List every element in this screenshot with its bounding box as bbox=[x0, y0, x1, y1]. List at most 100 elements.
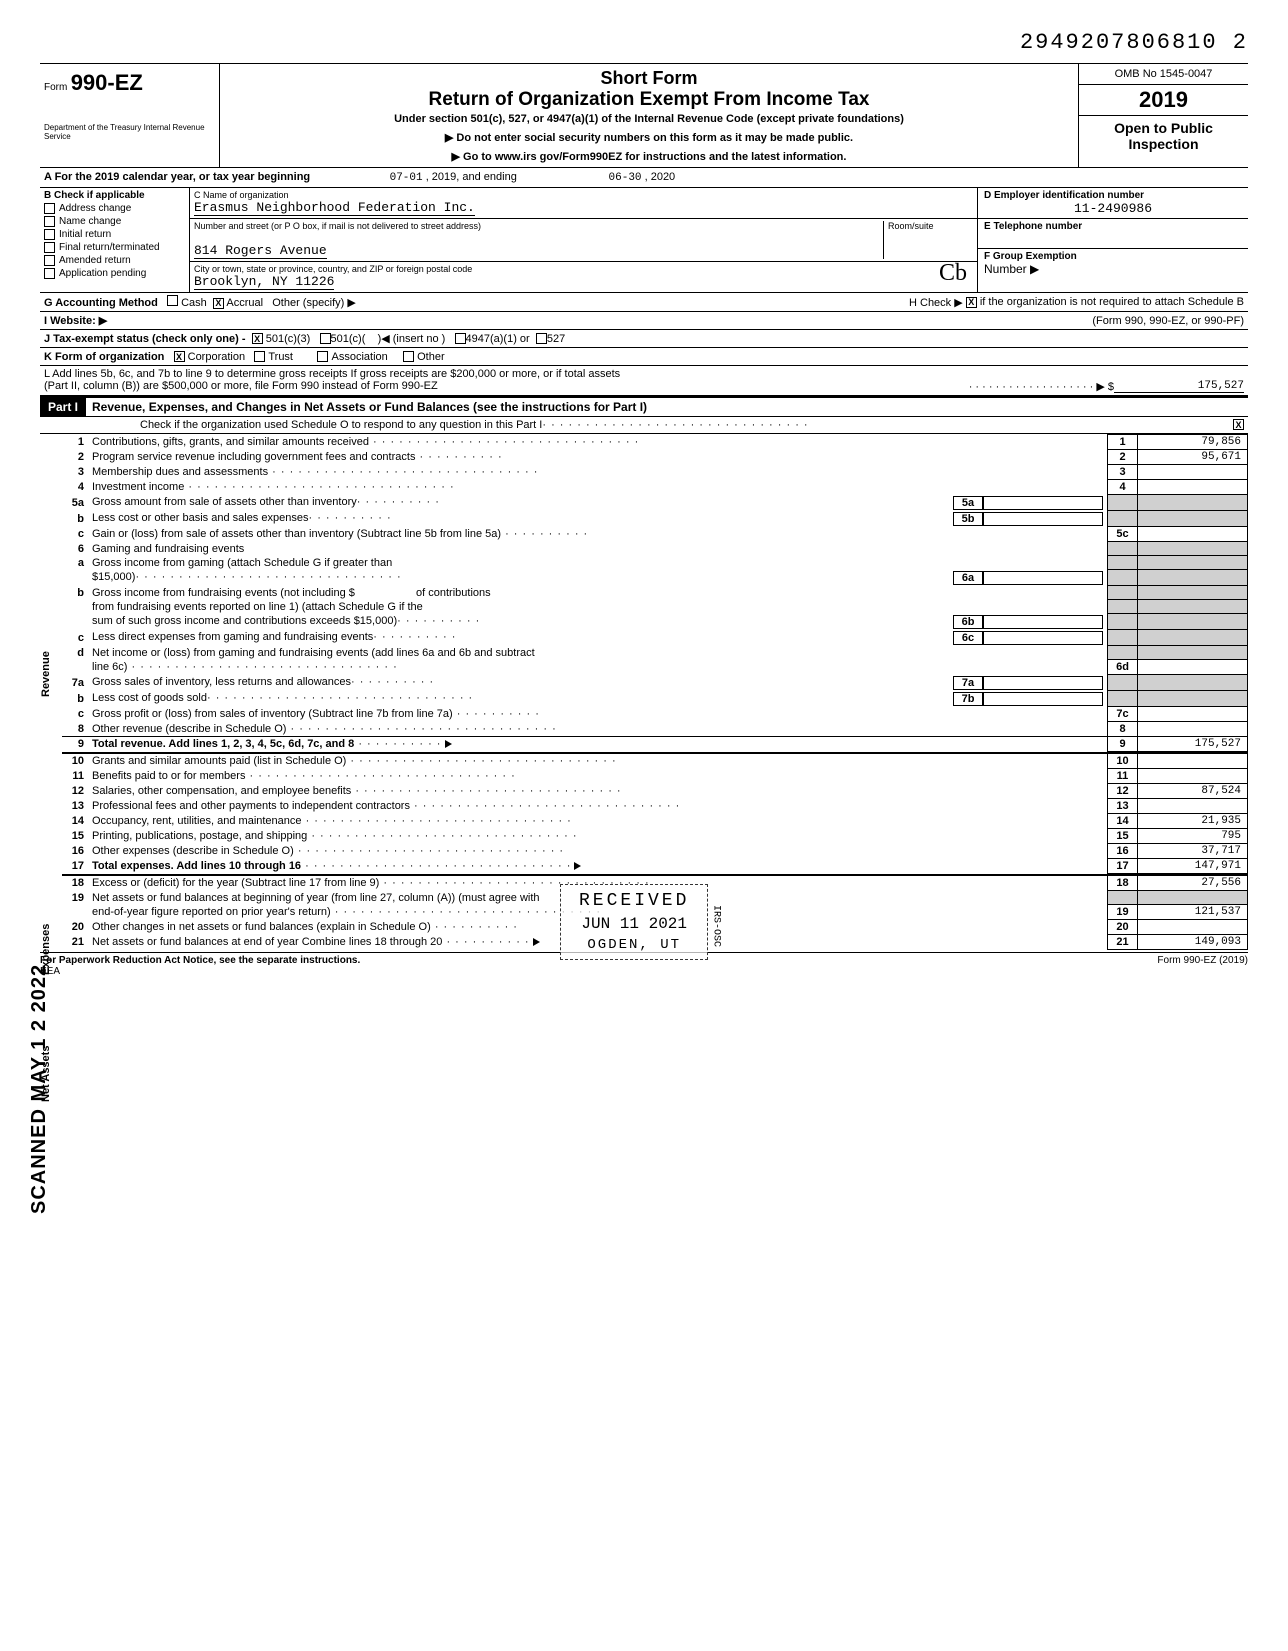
l17-box: 17 bbox=[1108, 859, 1138, 874]
l8-desc: Other revenue (describe in Schedule O) bbox=[92, 723, 286, 735]
open-inspection: Open to Public Inspection bbox=[1079, 116, 1248, 156]
instruction-1: ▶ Do not enter social security numbers o… bbox=[228, 131, 1070, 144]
section-c: C Name of organization Erasmus Neighborh… bbox=[190, 188, 978, 292]
org-info-block: B Check if applicable Address change Nam… bbox=[40, 188, 1248, 293]
l9-desc: Total revenue. Add lines 1, 2, 3, 4, 5c,… bbox=[92, 738, 354, 750]
l21-desc: Net assets or fund balances at end of ye… bbox=[92, 936, 442, 948]
part-1-header: Part I Revenue, Expenses, and Changes in… bbox=[40, 396, 1248, 417]
l12-val: 87,524 bbox=[1138, 784, 1248, 799]
checkbox-application-pending[interactable] bbox=[44, 268, 55, 279]
checkbox-final-return[interactable] bbox=[44, 242, 55, 253]
checkbox-amended[interactable] bbox=[44, 255, 55, 266]
title-shortform: Short Form bbox=[228, 68, 1070, 89]
line-num: 21 bbox=[62, 935, 88, 950]
section-b-label: B Check if applicable bbox=[44, 190, 185, 201]
arrow-icon bbox=[533, 938, 540, 946]
l15-val: 795 bbox=[1138, 829, 1248, 844]
j-opt4: 527 bbox=[547, 333, 565, 345]
l5b-mid: 5b bbox=[953, 512, 983, 526]
h-form-ref: (Form 990, 990-EZ, or 990-PF) bbox=[744, 315, 1244, 327]
line-num: 20 bbox=[62, 920, 88, 935]
checkbox-h[interactable]: X bbox=[966, 297, 977, 308]
checkbox-4947[interactable] bbox=[455, 333, 466, 344]
ein-value: 11-2490986 bbox=[984, 201, 1242, 216]
line-num: b bbox=[62, 511, 88, 527]
line-num: 13 bbox=[62, 799, 88, 814]
l-arrow: ▶ $ bbox=[1096, 381, 1114, 393]
line-num: 17 bbox=[62, 859, 88, 874]
k-label: K Form of organization bbox=[44, 351, 164, 363]
l5a-desc: Gross amount from sale of assets other t… bbox=[92, 496, 357, 510]
line-num: 5a bbox=[62, 495, 88, 511]
l6d-desc2: line 6c) bbox=[92, 661, 127, 673]
checkbox-name-change[interactable] bbox=[44, 216, 55, 227]
row-i: I Website: ▶ (Form 990, 990-EZ, or 990-P… bbox=[40, 312, 1248, 330]
l6a-mid: 6a bbox=[953, 571, 983, 585]
g-other: Other (specify) ▶ bbox=[272, 297, 356, 309]
k-assoc: Association bbox=[332, 351, 388, 363]
l6b-desc3: sum of such gross income and contributio… bbox=[92, 615, 397, 629]
l1-box: 1 bbox=[1108, 435, 1138, 450]
l6b-desc: Gross income from fundraising events (no… bbox=[92, 587, 355, 599]
l19-box: 19 bbox=[1108, 905, 1138, 920]
l5b-desc: Less cost or other basis and sales expen… bbox=[92, 512, 308, 526]
l10-desc: Grants and similar amounts paid (list in… bbox=[92, 755, 346, 767]
arrow-icon bbox=[574, 862, 581, 870]
checkbox-trust[interactable] bbox=[254, 351, 265, 362]
checkbox-schedule-o[interactable]: X bbox=[1233, 419, 1244, 430]
row-a-mid: , 2019, and ending bbox=[426, 171, 517, 183]
form-id-block: Form 990-EZ Department of the Treasury I… bbox=[40, 64, 220, 167]
org-street: 814 Rogers Avenue bbox=[194, 243, 327, 259]
l14-val: 21,935 bbox=[1138, 814, 1248, 829]
c-city-label: City or town, state or province, country… bbox=[194, 264, 973, 274]
l15-desc: Printing, publications, postage, and shi… bbox=[92, 830, 307, 842]
l8-val bbox=[1138, 722, 1248, 737]
l2-box: 2 bbox=[1108, 450, 1138, 465]
line-num: a bbox=[62, 556, 88, 570]
checkbox-501c[interactable] bbox=[320, 333, 331, 344]
l5a-midval bbox=[983, 496, 1103, 510]
l1-val: 79,856 bbox=[1138, 435, 1248, 450]
l12-box: 12 bbox=[1108, 784, 1138, 799]
l20-val bbox=[1138, 920, 1248, 935]
end-date: 06-30 bbox=[609, 172, 642, 184]
checkbox-initial-return[interactable] bbox=[44, 229, 55, 240]
section-b: B Check if applicable Address change Nam… bbox=[40, 188, 190, 292]
checkbox-accrual[interactable]: X bbox=[213, 298, 224, 309]
chk-label: Final return/terminated bbox=[59, 242, 160, 253]
checkbox-other-org[interactable] bbox=[403, 351, 414, 362]
l18-desc: Excess or (deficit) for the year (Subtra… bbox=[92, 877, 379, 889]
line-num: 1 bbox=[62, 435, 88, 450]
checkbox-501c3[interactable]: X bbox=[252, 333, 263, 344]
l-text1: L Add lines 5b, 6c, and 7b to line 9 to … bbox=[44, 368, 1244, 380]
title-return: Return of Organization Exempt From Incom… bbox=[228, 89, 1070, 111]
form-prefix: Form bbox=[44, 82, 67, 93]
l6a-desc: Gross income from gaming (attach Schedul… bbox=[88, 556, 1108, 570]
l18-box: 18 bbox=[1108, 875, 1138, 891]
l9-box: 9 bbox=[1108, 737, 1138, 752]
l6d-box: 6d bbox=[1108, 660, 1138, 675]
checkbox-address-change[interactable] bbox=[44, 203, 55, 214]
checkbox-association[interactable] bbox=[317, 351, 328, 362]
checkbox-corporation[interactable]: X bbox=[174, 351, 185, 362]
line-num: 3 bbox=[62, 465, 88, 480]
checkbox-cash[interactable] bbox=[167, 295, 178, 306]
l19-val: 121,537 bbox=[1138, 905, 1248, 920]
l6c-desc: Less direct expenses from gaming and fun… bbox=[92, 631, 373, 645]
l11-box: 11 bbox=[1108, 769, 1138, 784]
line-num: 8 bbox=[62, 722, 88, 737]
chk-label: Name change bbox=[59, 216, 121, 227]
c-name-label: C Name of organization bbox=[194, 190, 973, 200]
l6d-desc: Net income or (loss) from gaming and fun… bbox=[88, 646, 1108, 660]
l-text2: (Part II, column (B)) are $500,000 or mo… bbox=[44, 380, 438, 393]
l2-desc: Program service revenue including govern… bbox=[92, 451, 415, 463]
line-num: 10 bbox=[62, 753, 88, 769]
checkbox-527[interactable] bbox=[536, 333, 547, 344]
handwritten-initials: Cb bbox=[939, 260, 967, 287]
l3-box: 3 bbox=[1108, 465, 1138, 480]
section-def: D Employer identification number 11-2490… bbox=[978, 188, 1248, 292]
org-name: Erasmus Neighborhood Federation Inc. bbox=[194, 200, 475, 216]
line-num: b bbox=[62, 586, 88, 600]
l5a-mid: 5a bbox=[953, 496, 983, 510]
l16-val: 37,717 bbox=[1138, 844, 1248, 859]
